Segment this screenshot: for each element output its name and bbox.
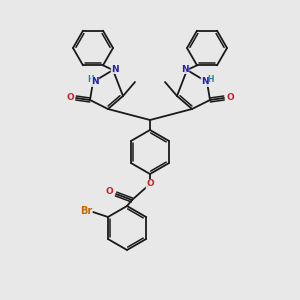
- Text: O: O: [226, 92, 234, 101]
- Text: H: H: [207, 74, 213, 83]
- Text: O: O: [105, 188, 113, 196]
- Text: N: N: [91, 77, 99, 86]
- Text: O: O: [146, 179, 154, 188]
- Text: N: N: [201, 77, 209, 86]
- Text: O: O: [66, 92, 74, 101]
- Text: Br: Br: [80, 206, 92, 216]
- Text: N: N: [181, 64, 189, 74]
- Text: N: N: [111, 64, 119, 74]
- Text: H: H: [87, 74, 93, 83]
